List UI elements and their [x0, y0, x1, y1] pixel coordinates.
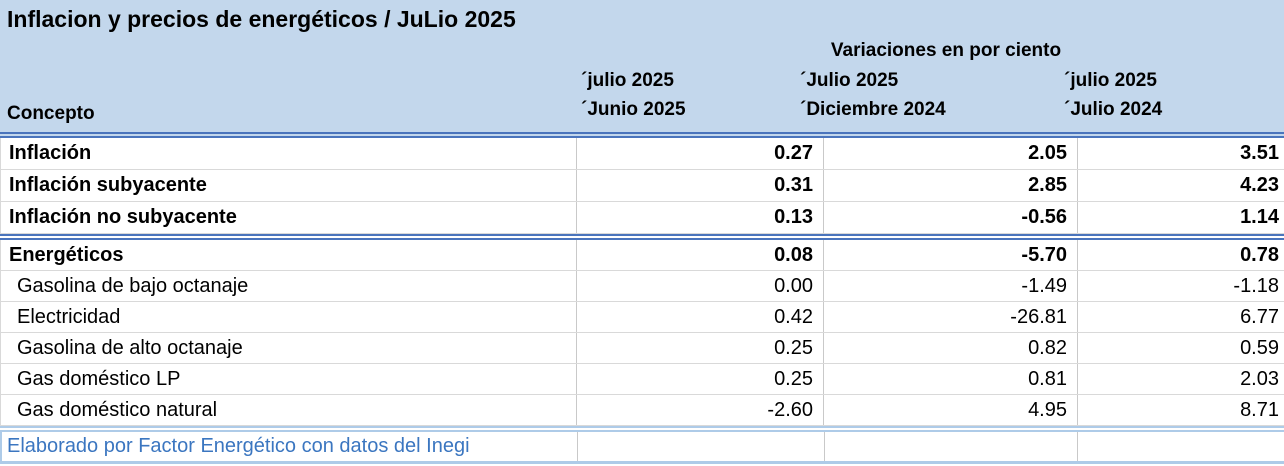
value-cell: 0.78 — [1077, 240, 1284, 270]
table-header-band: Inflacion y precios de energéticos / JuL… — [0, 0, 1284, 132]
value-cell: 4.95 — [823, 395, 1077, 425]
column-header-mom: ´julio 2025 ´Junio 2025 — [581, 66, 686, 124]
value-cell-empty — [823, 432, 1078, 461]
value-cell-empty — [1077, 432, 1284, 461]
value-cell: 3.51 — [1077, 138, 1284, 169]
value-cell: 4.23 — [1077, 170, 1284, 201]
table-row: Inflación 0.27 2.05 3.51 — [0, 138, 1284, 170]
concept-cell: Electricidad — [0, 302, 576, 332]
concept-cell: Inflación no subyacente — [0, 202, 576, 233]
table-row: Electricidad 0.42 -26.81 6.77 — [0, 302, 1284, 333]
concept-cell: Energéticos — [0, 240, 576, 270]
value-cell: 6.77 — [1077, 302, 1284, 332]
header-separator — [0, 132, 1284, 138]
value-cell: 2.85 — [823, 170, 1077, 201]
source-note: Elaborado por Factor Energético con dato… — [7, 435, 470, 457]
concept-cell: Gasolina de alto octanaje — [0, 333, 576, 363]
value-cell-empty — [577, 432, 824, 461]
section-separator — [0, 234, 1284, 240]
concept-column-header: Concepto — [7, 103, 95, 124]
table-row: Inflación no subyacente 0.13 -0.56 1.14 — [0, 202, 1284, 234]
column-header-ytd: ´Julio 2025 ´Diciembre 2024 — [800, 66, 946, 124]
value-cell: 0.82 — [823, 333, 1077, 363]
value-cell: -2.60 — [576, 395, 823, 425]
bottom-border — [0, 461, 1284, 464]
column-header-mom-line1: ´julio 2025 — [581, 70, 674, 91]
value-cell: 2.03 — [1077, 364, 1284, 394]
value-cell: 1.14 — [1077, 202, 1284, 233]
concept-cell: Inflación subyacente — [0, 170, 576, 201]
column-header-yoy-line1: ´julio 2025 — [1064, 70, 1157, 91]
value-cell: 2.05 — [823, 138, 1077, 169]
value-cell: 0.31 — [576, 170, 823, 201]
column-header-mom-line2: ´Junio 2025 — [581, 99, 686, 120]
value-cell: -1.49 — [823, 271, 1077, 301]
value-cell: 0.25 — [576, 364, 823, 394]
value-cell: 0.59 — [1077, 333, 1284, 363]
variations-group-header: Variaciones en por ciento — [830, 40, 1062, 61]
column-header-yoy-line2: ´Julio 2024 — [1064, 99, 1163, 120]
value-cell: 0.42 — [576, 302, 823, 332]
column-header-yoy: ´julio 2025 ´Julio 2024 — [1064, 66, 1162, 124]
value-cell: 8.71 — [1077, 395, 1284, 425]
table-row: Gas doméstico LP 0.25 0.81 2.03 — [0, 364, 1284, 395]
table-row: Inflación subyacente 0.31 2.85 4.23 — [0, 170, 1284, 202]
value-cell: 0.25 — [576, 333, 823, 363]
column-header-ytd-line2: ´Diciembre 2024 — [800, 99, 946, 120]
table-row: Gas doméstico natural -2.60 4.95 8.71 — [0, 395, 1284, 426]
footer-separator — [0, 426, 1284, 432]
table-row: Gasolina de alto octanaje 0.25 0.82 0.59 — [0, 333, 1284, 364]
value-cell: 0.27 — [576, 138, 823, 169]
value-cell: 0.08 — [576, 240, 823, 270]
table-body: Inflación 0.27 2.05 3.51 Inflación subya… — [0, 138, 1284, 426]
footer-row: Elaborado por Factor Energético con dato… — [0, 432, 1284, 461]
value-cell: -26.81 — [823, 302, 1077, 332]
column-header-ytd-line1: ´Julio 2025 — [800, 70, 899, 91]
concept-cell: Inflación — [0, 138, 576, 169]
value-cell: -1.18 — [1077, 271, 1284, 301]
value-cell: 0.00 — [576, 271, 823, 301]
table-row: Energéticos 0.08 -5.70 0.78 — [0, 240, 1284, 271]
concept-cell: Gas doméstico natural — [0, 395, 576, 425]
value-cell: 0.81 — [823, 364, 1077, 394]
concept-cell: Gas doméstico LP — [0, 364, 576, 394]
value-cell: -5.70 — [823, 240, 1077, 270]
table-row: Gasolina de bajo octanaje 0.00 -1.49 -1.… — [0, 271, 1284, 302]
value-cell: -0.56 — [823, 202, 1077, 233]
value-cell: 0.13 — [576, 202, 823, 233]
concept-cell: Gasolina de bajo octanaje — [0, 271, 576, 301]
page-title: Inflacion y precios de energéticos / JuL… — [7, 6, 516, 32]
